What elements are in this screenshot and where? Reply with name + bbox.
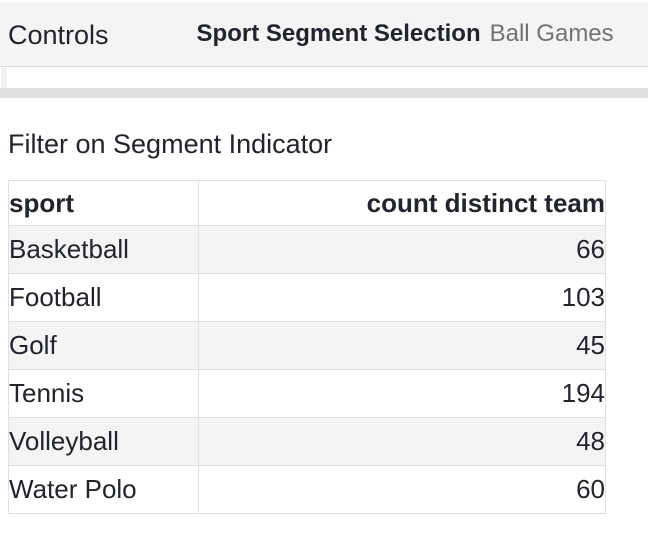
table-cell-count[interactable]: 48 [198,417,606,466]
table-cell-count[interactable]: 60 [198,465,606,514]
data-table: sport count distinct team Basketball 66 … [8,180,606,514]
column-header-count-distinct-team[interactable]: count distinct team [198,180,606,226]
control-name-label: Sport Segment Selection [196,20,481,47]
control-selected-value[interactable]: Ball Games [489,20,614,47]
visual-title: Filter on Segment Indicator [8,129,333,159]
column-header-sport[interactable]: sport [8,180,199,226]
table-row[interactable]: Water Polo 60 [8,465,606,514]
table-cell-sport[interactable]: Tennis [8,369,199,418]
table-row[interactable]: Tennis 194 [8,369,606,418]
table-cell-sport[interactable]: Water Polo [8,465,199,514]
table-cell-count[interactable]: 66 [198,225,606,274]
table-cell-count[interactable]: 103 [198,273,606,322]
controls-bar-title: Controls [8,19,109,50]
controls-bar: Controls Sport Segment Selection Ball Ga… [0,0,648,67]
controls-divider-strip [0,88,648,98]
table-cell-sport[interactable]: Football [8,273,199,322]
visual-area: Filter on Segment Indicator sport count … [0,128,648,514]
table-cell-sport[interactable]: Golf [8,321,199,370]
table-row[interactable]: Golf 45 [8,321,606,370]
table-row[interactable]: Volleyball 48 [8,417,606,466]
table-cell-count[interactable]: 194 [198,369,606,418]
table-row[interactable]: Basketball 66 [8,225,606,274]
controls-strip-gutter [1,68,7,88]
table-row[interactable]: Football 103 [8,273,606,322]
table-cell-sport[interactable]: Basketball [8,225,199,274]
table-cell-count[interactable]: 45 [198,321,606,370]
table-header-row: sport count distinct team [8,180,606,226]
controls-collapsed-strip[interactable] [0,67,648,88]
segment-selection-control[interactable]: Sport Segment Selection Ball Games [197,22,614,46]
table-cell-sport[interactable]: Volleyball [8,417,199,466]
